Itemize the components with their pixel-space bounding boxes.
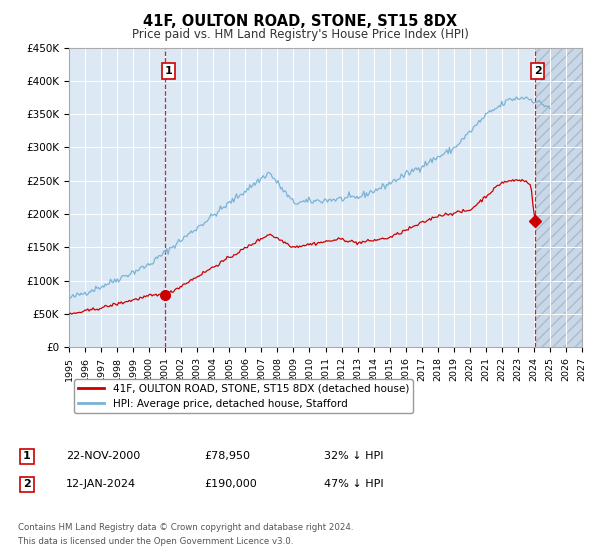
Text: 47% ↓ HPI: 47% ↓ HPI — [324, 479, 383, 489]
Text: 2: 2 — [534, 66, 542, 76]
Text: 32% ↓ HPI: 32% ↓ HPI — [324, 451, 383, 461]
Text: £78,950: £78,950 — [204, 451, 250, 461]
Bar — [536, 48, 582, 347]
Text: £190,000: £190,000 — [204, 479, 257, 489]
Text: Price paid vs. HM Land Registry's House Price Index (HPI): Price paid vs. HM Land Registry's House … — [131, 28, 469, 41]
Text: 22-NOV-2000: 22-NOV-2000 — [66, 451, 140, 461]
Text: Contains HM Land Registry data © Crown copyright and database right 2024.: Contains HM Land Registry data © Crown c… — [18, 523, 353, 532]
Text: This data is licensed under the Open Government Licence v3.0.: This data is licensed under the Open Gov… — [18, 537, 293, 546]
Text: 1: 1 — [164, 66, 172, 76]
Legend: 41F, OULTON ROAD, STONE, ST15 8DX (detached house), HPI: Average price, detached: 41F, OULTON ROAD, STONE, ST15 8DX (detac… — [74, 380, 413, 413]
Text: 41F, OULTON ROAD, STONE, ST15 8DX: 41F, OULTON ROAD, STONE, ST15 8DX — [143, 14, 457, 29]
Text: 1: 1 — [23, 451, 31, 461]
Text: 2: 2 — [23, 479, 31, 489]
Text: 12-JAN-2024: 12-JAN-2024 — [66, 479, 136, 489]
